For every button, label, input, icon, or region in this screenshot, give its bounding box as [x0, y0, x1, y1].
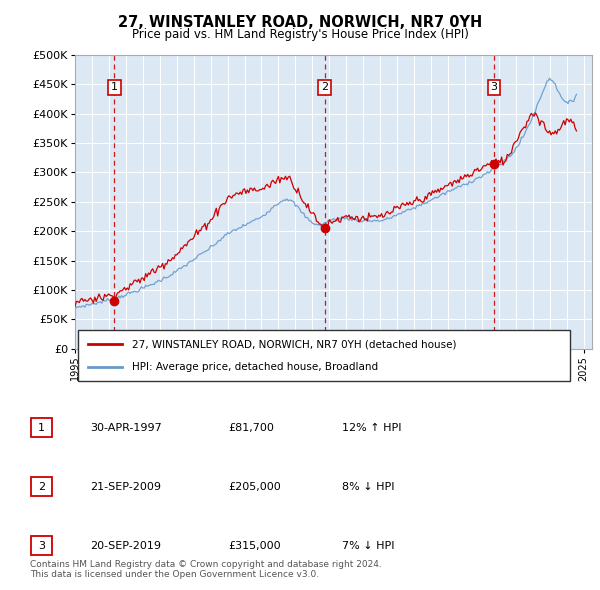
- Text: 27, WINSTANLEY ROAD, NORWICH, NR7 0YH: 27, WINSTANLEY ROAD, NORWICH, NR7 0YH: [118, 15, 482, 30]
- Text: 1: 1: [38, 423, 45, 432]
- Text: 30-APR-1997: 30-APR-1997: [90, 423, 162, 432]
- Text: £315,000: £315,000: [228, 541, 281, 550]
- Text: 1: 1: [111, 83, 118, 92]
- Text: £81,700: £81,700: [228, 423, 274, 432]
- FancyBboxPatch shape: [31, 418, 52, 437]
- Text: 3: 3: [38, 541, 45, 550]
- Text: 2: 2: [38, 482, 45, 491]
- Text: 21-SEP-2009: 21-SEP-2009: [90, 482, 161, 491]
- Text: 8% ↓ HPI: 8% ↓ HPI: [342, 482, 395, 491]
- Text: 12% ↑ HPI: 12% ↑ HPI: [342, 423, 401, 432]
- Text: 2: 2: [321, 83, 328, 92]
- Text: Contains HM Land Registry data © Crown copyright and database right 2024.
This d: Contains HM Land Registry data © Crown c…: [30, 560, 382, 579]
- Text: 3: 3: [491, 83, 497, 92]
- FancyBboxPatch shape: [78, 330, 570, 381]
- Text: Price paid vs. HM Land Registry's House Price Index (HPI): Price paid vs. HM Land Registry's House …: [131, 28, 469, 41]
- Text: HPI: Average price, detached house, Broadland: HPI: Average price, detached house, Broa…: [132, 362, 378, 372]
- Text: 7% ↓ HPI: 7% ↓ HPI: [342, 541, 395, 550]
- FancyBboxPatch shape: [31, 536, 52, 555]
- FancyBboxPatch shape: [31, 477, 52, 496]
- Text: £205,000: £205,000: [228, 482, 281, 491]
- Text: 20-SEP-2019: 20-SEP-2019: [90, 541, 161, 550]
- Text: 27, WINSTANLEY ROAD, NORWICH, NR7 0YH (detached house): 27, WINSTANLEY ROAD, NORWICH, NR7 0YH (d…: [132, 339, 457, 349]
